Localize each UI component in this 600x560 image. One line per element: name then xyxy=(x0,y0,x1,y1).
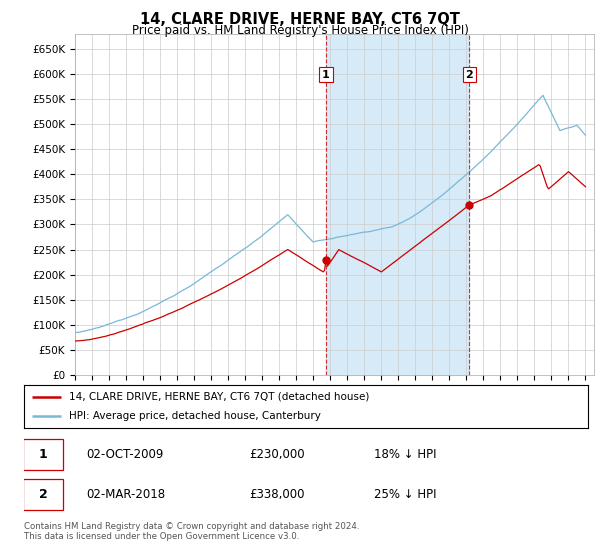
Text: 2: 2 xyxy=(466,69,473,80)
Text: 02-MAR-2018: 02-MAR-2018 xyxy=(86,488,165,501)
Text: 1: 1 xyxy=(322,69,330,80)
Text: £230,000: £230,000 xyxy=(250,447,305,461)
Text: 14, CLARE DRIVE, HERNE BAY, CT6 7QT (detached house): 14, CLARE DRIVE, HERNE BAY, CT6 7QT (det… xyxy=(69,392,370,402)
Text: 02-OCT-2009: 02-OCT-2009 xyxy=(86,447,163,461)
Text: £338,000: £338,000 xyxy=(250,488,305,501)
Text: 25% ↓ HPI: 25% ↓ HPI xyxy=(374,488,436,501)
Text: 2: 2 xyxy=(39,488,47,501)
FancyBboxPatch shape xyxy=(23,479,64,510)
Text: Price paid vs. HM Land Registry's House Price Index (HPI): Price paid vs. HM Land Registry's House … xyxy=(131,24,469,36)
Text: HPI: Average price, detached house, Canterbury: HPI: Average price, detached house, Cant… xyxy=(69,411,321,421)
Text: 14, CLARE DRIVE, HERNE BAY, CT6 7QT: 14, CLARE DRIVE, HERNE BAY, CT6 7QT xyxy=(140,12,460,27)
FancyBboxPatch shape xyxy=(23,438,64,470)
Text: 18% ↓ HPI: 18% ↓ HPI xyxy=(374,447,436,461)
Text: Contains HM Land Registry data © Crown copyright and database right 2024.
This d: Contains HM Land Registry data © Crown c… xyxy=(24,522,359,542)
Text: 1: 1 xyxy=(39,447,47,461)
